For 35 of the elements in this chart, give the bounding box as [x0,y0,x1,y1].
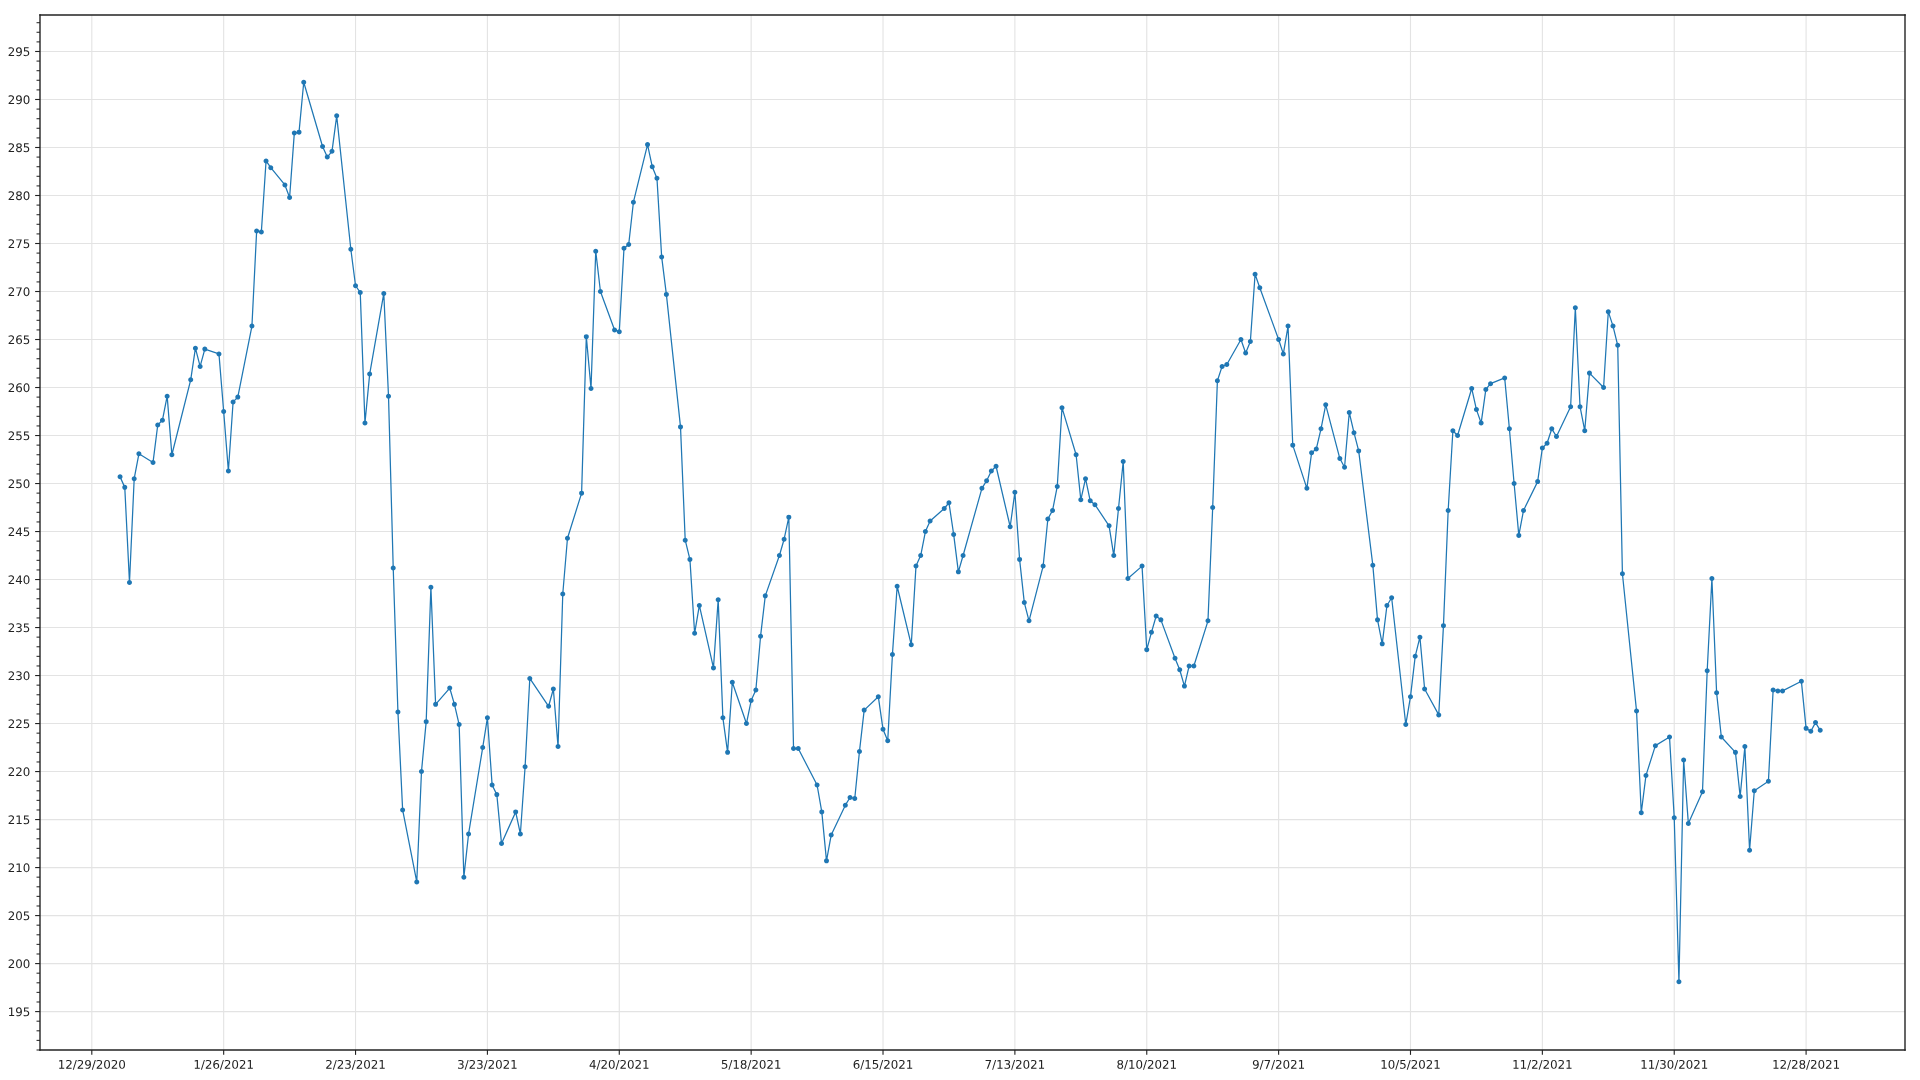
y-tick-label: 270 [8,287,30,297]
y-tick-label: 240 [8,575,30,585]
x-tick-label: 8/10/2021 [1117,1059,1176,1070]
y-tick-label: 295 [8,47,30,57]
x-tick-label: 5/18/2021 [721,1059,781,1070]
y-tick-label: 285 [8,143,30,153]
y-tick-label: 210 [8,863,30,873]
x-tick-label: 4/20/2021 [589,1059,649,1070]
y-tick-label: 225 [8,719,30,729]
x-tick-label: 7/13/2021 [985,1059,1045,1070]
y-tick-label: 260 [8,383,30,393]
y-tick-label: 230 [8,671,30,681]
y-tick-label: 275 [8,239,30,249]
x-tick-label: 11/30/2021 [1641,1059,1708,1070]
y-tick-label: 255 [8,431,30,441]
x-tick-label: 6/15/2021 [853,1059,913,1070]
y-tick-label: 205 [8,911,30,921]
x-tick-label: 12/28/2021 [1773,1059,1840,1070]
y-tick-label: 195 [9,1007,30,1017]
x-tick-label: 12/29/2020 [59,1059,126,1070]
y-tick-label: 200 [8,959,30,969]
y-tick-label: 265 [8,335,30,345]
y-tick-label: 280 [8,191,30,201]
x-tick-label: 11/2/2021 [1513,1059,1572,1070]
y-tick-label: 235 [8,623,30,633]
y-tick-label: 220 [8,767,30,777]
x-tick-label: 9/7/2021 [1252,1059,1305,1070]
y-tick-label: 215 [8,815,30,825]
x-tick-label: 1/26/2021 [194,1059,253,1070]
y-tick-label: 245 [8,527,30,537]
y-tick-label: 250 [8,479,30,489]
y-tick-label: 290 [8,95,30,105]
x-tick-label: 10/5/2021 [1381,1059,1440,1070]
x-tick-label: 3/23/2021 [458,1059,517,1070]
x-tick-label: 2/23/2021 [326,1059,385,1070]
